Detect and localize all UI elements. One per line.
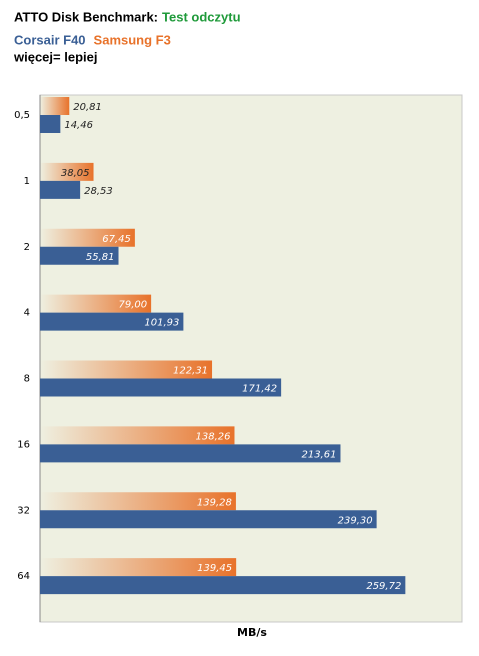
bar — [40, 115, 61, 133]
legend-entry: Samsung F3 — [94, 32, 171, 47]
bar — [40, 294, 152, 313]
bar — [40, 97, 70, 115]
bar — [40, 180, 81, 199]
bar — [40, 444, 341, 463]
legend-entry: Corsair F40 — [14, 32, 86, 47]
value-label: 55,81 — [86, 252, 115, 263]
y-tick-label: 64 — [17, 571, 30, 582]
value-label: 101,93 — [144, 318, 179, 329]
y-tick-label: 2 — [24, 242, 30, 253]
bar — [40, 558, 237, 577]
value-label: 67,45 — [102, 234, 131, 245]
bar — [40, 492, 236, 511]
value-label: 239,30 — [338, 515, 373, 526]
value-label: 20,81 — [73, 102, 102, 113]
plot-area — [39, 94, 463, 623]
bar — [40, 510, 377, 529]
bar — [40, 246, 119, 265]
y-tick-label: 32 — [17, 505, 30, 516]
y-tick-label: 0,5 — [14, 110, 30, 121]
value-label: 139,45 — [197, 563, 232, 574]
y-tick-label: 16 — [17, 439, 30, 450]
chart-title-highlight: Test odczytu — [162, 9, 241, 24]
bar — [40, 360, 213, 379]
value-label: 171,42 — [242, 384, 277, 395]
value-label: 213,61 — [301, 449, 336, 460]
subtitle: więcej= lepiej — [13, 49, 97, 64]
value-label: 138,26 — [195, 431, 230, 442]
y-tick-label: 4 — [24, 308, 30, 319]
value-label: 79,00 — [118, 300, 147, 311]
bar — [40, 576, 406, 595]
value-label: 122,31 — [173, 366, 208, 377]
bar — [40, 228, 135, 247]
value-label: 14,46 — [64, 120, 93, 131]
value-label: 139,28 — [197, 497, 232, 508]
bar — [40, 312, 184, 331]
bar — [40, 378, 282, 397]
bar — [40, 162, 94, 181]
value-label: 28,53 — [84, 186, 113, 197]
value-label: 259,72 — [366, 581, 401, 592]
x-axis-label: MB/s — [237, 626, 267, 639]
y-tick-label: 8 — [24, 374, 30, 385]
chart-title: ATTO Disk Benchmark: — [14, 9, 158, 24]
value-label: 38,05 — [61, 168, 90, 179]
bar — [40, 426, 235, 445]
y-tick-label: 1 — [24, 176, 30, 187]
